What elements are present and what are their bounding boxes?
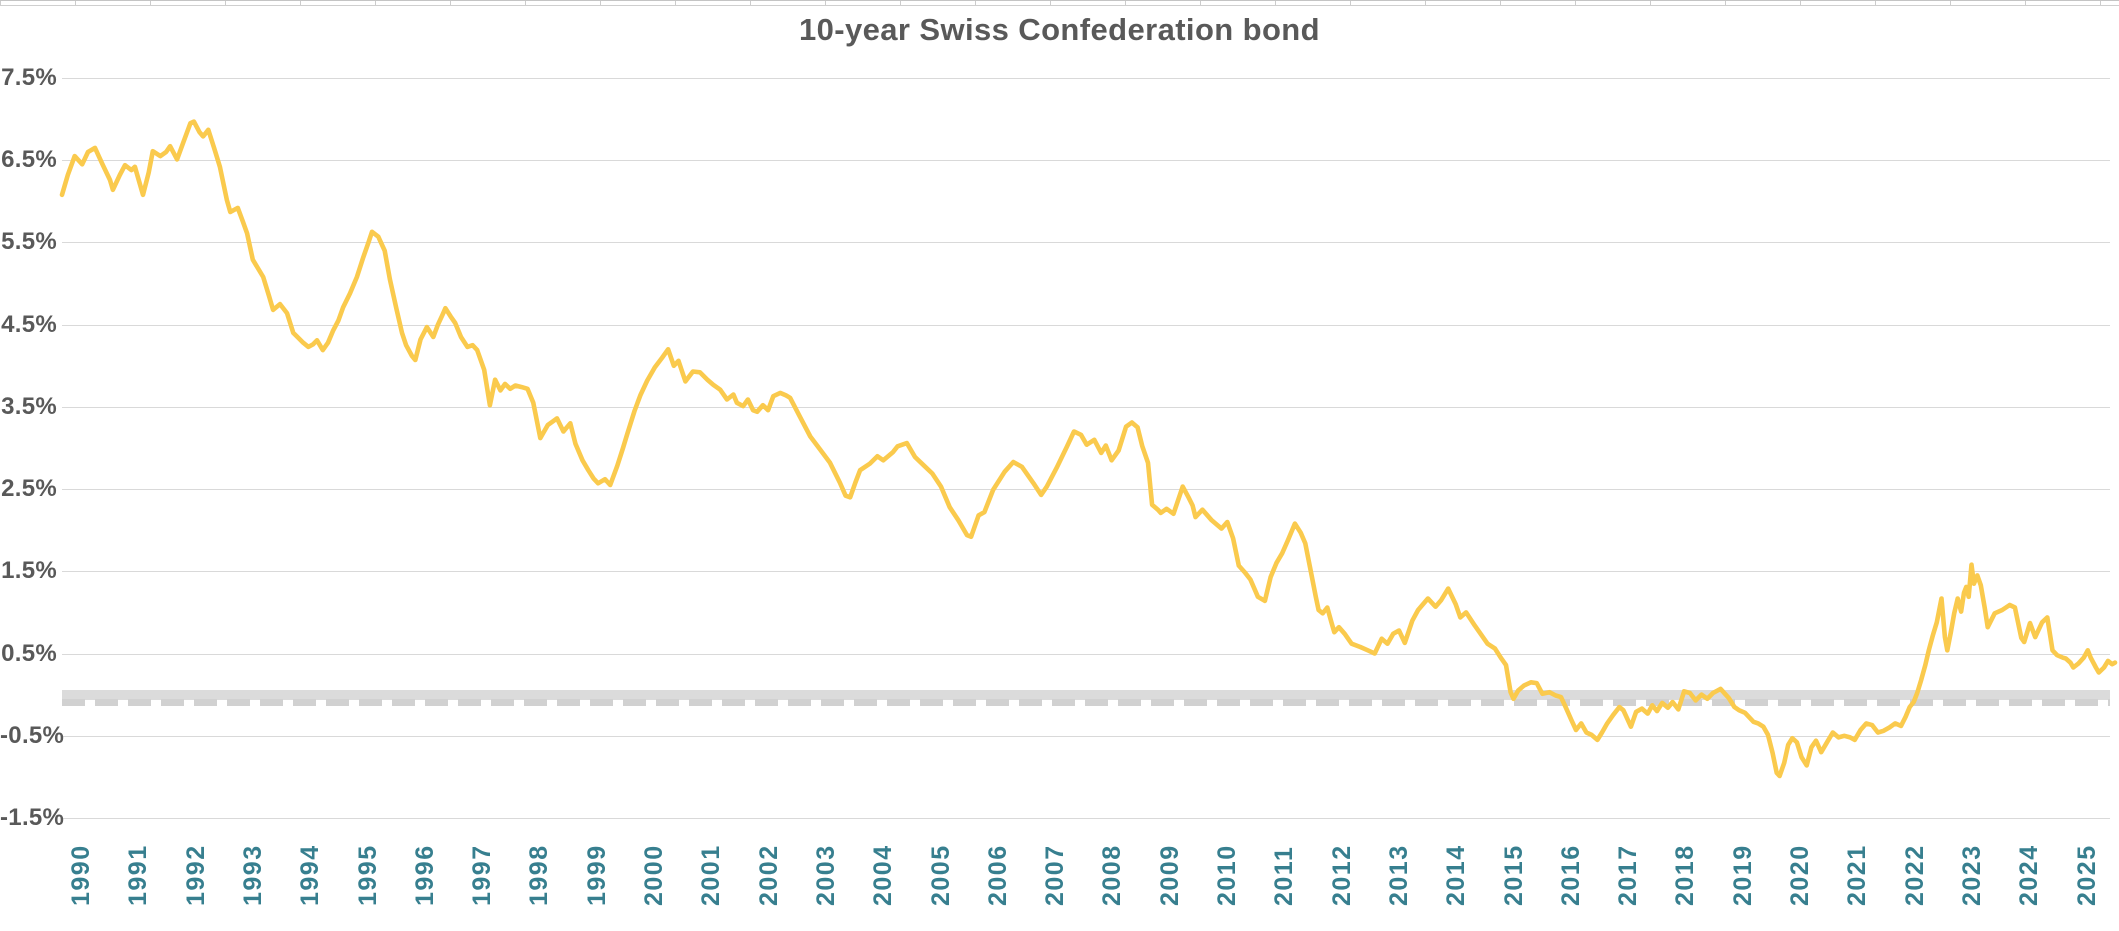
gridline--1.5 (62, 818, 2110, 819)
y-tick-label: 6.5% (1, 146, 57, 174)
gridline-6.5 (62, 160, 2110, 162)
spreadsheet-edge-strip (0, 0, 2119, 6)
y-tick-label: -1.5% (0, 804, 65, 831)
gridline-2.5 (62, 489, 2110, 491)
zero-line-band (62, 690, 2110, 700)
yield-line-series (59, 119, 2118, 779)
chart-title: 10-year Swiss Confederation bond (799, 12, 1320, 47)
y-tick-label: 2.5% (1, 475, 57, 503)
y-tick-label: 1.5% (1, 557, 57, 585)
y-tick-label: 7.5% (1, 64, 57, 91)
gridline-3.5 (62, 406, 2110, 408)
gridline-1.5 (62, 571, 2110, 573)
zero-line-dashes (62, 699, 2110, 706)
gridline-4.5 (62, 324, 2110, 326)
gridline--0.5 (62, 735, 2110, 737)
y-tick-label: 4.5% (1, 310, 57, 338)
y-tick-label: -0.5% (0, 721, 65, 749)
gridline-7.5 (62, 78, 2110, 79)
gridline-0.5 (62, 653, 2110, 655)
y-tick-label: 5.5% (1, 228, 57, 256)
y-tick-label: 3.5% (1, 392, 57, 420)
gridline-5.5 (62, 242, 2110, 244)
y-tick-label: 0.5% (1, 639, 57, 667)
